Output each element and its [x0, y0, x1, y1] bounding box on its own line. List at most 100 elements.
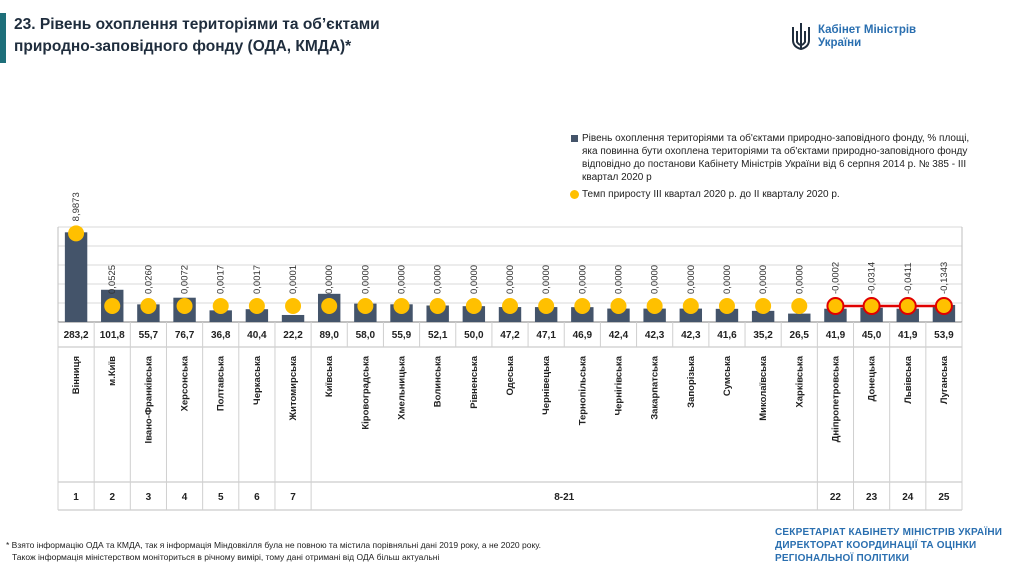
- rank-label-8-21: 8-21: [554, 492, 574, 503]
- category-label-18: Запорізька: [686, 355, 697, 408]
- logo-line-1: Кабінет Міністрів: [818, 24, 917, 36]
- growth-dot-17: [646, 298, 663, 314]
- category-label-24: Львівська: [903, 355, 914, 403]
- growth-label-14: 0,0000: [541, 265, 552, 294]
- growth-label-18: 0,0000: [686, 265, 697, 294]
- title-line-2: природно-заповідного фонду (ОДА, КМДА)*: [14, 38, 352, 55]
- legend-item-bars: Рівень охоплення територіями та об'єктам…: [570, 132, 970, 184]
- growth-label-24: -0,0411: [903, 262, 914, 294]
- bar-value-label-19: 41,6: [717, 330, 737, 341]
- category-label-12: Рівненська: [469, 355, 480, 408]
- category-label-14: Чернівецька: [541, 355, 552, 415]
- bar-value-label-4: 76,7: [175, 330, 195, 341]
- growth-label-1: 8,9873: [71, 192, 82, 221]
- growth-label-3: 0,0260: [143, 265, 154, 294]
- growth-dot-24: [898, 297, 917, 315]
- category-label-4: Херсонська: [180, 355, 191, 411]
- footer-organization: СЕКРЕТАРІАТ КАБІНЕТУ МІНІСТРІВ УКРАЇНИ Д…: [775, 526, 1002, 565]
- bar-value-label-5: 36,8: [211, 330, 231, 341]
- chart-bar-18: [679, 308, 703, 322]
- bar-value-label-25: 53,9: [934, 330, 954, 341]
- footnote: * Взято інформацію ОДА та КМДА, так я ін…: [6, 539, 541, 563]
- rank-label-22: 22: [830, 492, 842, 503]
- chart-bar-6: [245, 309, 269, 322]
- bar-value-label-18: 42,3: [681, 330, 701, 341]
- rank-label-5: 5: [218, 492, 224, 503]
- growth-label-7: 0,0001: [288, 265, 299, 294]
- growth-dot-11: [429, 298, 446, 314]
- bar-value-label-8: 89,0: [319, 330, 339, 341]
- growth-dot-3: [140, 298, 157, 314]
- category-label-7: Житомирська: [288, 355, 299, 421]
- legend-item-dots: Темп приросту ІІІ квартал 2020 р. до ІІ …: [570, 188, 970, 201]
- growth-dot-9: [357, 298, 374, 314]
- legend-dot-swatch: [570, 190, 579, 199]
- growth-label-22: -0,0002: [830, 262, 841, 294]
- category-label-20: Миколаївська: [758, 355, 769, 420]
- footnote-line-2: Також інформація міністерством моніторит…: [12, 552, 440, 562]
- rank-label-1: 1: [73, 492, 79, 503]
- growth-dot-2: [104, 298, 121, 314]
- growth-dot-16: [610, 298, 627, 314]
- growth-label-8: 0,0000: [324, 265, 335, 294]
- chart-bar-19: [715, 308, 739, 322]
- growth-dot-1: [68, 225, 85, 242]
- bar-value-label-6: 40,4: [247, 330, 267, 341]
- growth-dot-5: [212, 298, 229, 314]
- bar-value-label-3: 55,7: [139, 330, 159, 341]
- category-label-5: Полтавська: [216, 355, 227, 411]
- growth-dot-14: [538, 298, 555, 314]
- growth-dot-21: [791, 298, 808, 314]
- growth-dot-6: [248, 298, 265, 314]
- category-label-23: Донецька: [867, 355, 878, 401]
- chart-bar-7: [281, 314, 305, 322]
- rank-label-25: 25: [938, 492, 950, 503]
- footer-org-line-3: РЕГІОНАЛЬНОЇ ПОЛІТИКИ: [775, 553, 910, 564]
- category-label-13: Одеська: [505, 355, 516, 395]
- growth-dot-15: [574, 298, 591, 314]
- growth-dot-20: [755, 298, 772, 314]
- growth-dot-23: [862, 297, 881, 315]
- growth-label-2: 0,0525: [107, 265, 118, 294]
- category-label-3: Івано-Франківська: [143, 355, 154, 443]
- cabinet-logo: Кабінет Міністрів України: [790, 22, 960, 54]
- bar-value-label-2: 101,8: [100, 330, 125, 341]
- category-label-1: Вінниця: [71, 356, 82, 394]
- growth-label-15: 0,0000: [577, 265, 588, 294]
- growth-label-4: 0,0072: [180, 265, 191, 294]
- footer-org-line-2: ДИРЕКТОРАТ КООРДИНАЦІЇ ТА ОЦІНКИ: [775, 540, 977, 551]
- bar-value-label-1: 283,2: [64, 330, 89, 341]
- growth-dot-18: [682, 298, 699, 314]
- growth-label-11: 0,0000: [433, 265, 444, 294]
- bar-value-label-11: 52,1: [428, 330, 448, 341]
- category-label-10: Хмельницька: [397, 355, 408, 420]
- growth-dot-25: [934, 297, 953, 315]
- rank-label-23: 23: [866, 492, 878, 503]
- title-line-1: 23. Рівень охоплення територіями та об’є…: [14, 16, 380, 33]
- growth-label-12: 0,0000: [469, 265, 480, 294]
- bar-value-label-20: 35,2: [753, 330, 773, 341]
- rank-label-6: 6: [254, 492, 260, 503]
- bar-value-label-16: 42,4: [609, 330, 629, 341]
- growth-dot-19: [718, 298, 735, 314]
- category-label-19: Сумська: [722, 355, 733, 396]
- category-label-17: Закарпатська: [650, 355, 661, 420]
- growth-label-20: 0,0000: [758, 265, 769, 294]
- chart-legend: Рівень охоплення територіями та об'єктам…: [570, 132, 970, 205]
- growth-label-9: 0,0000: [360, 265, 371, 294]
- growth-dot-22: [826, 297, 845, 315]
- growth-label-25: -0,1343: [939, 262, 950, 294]
- growth-dot-10: [393, 298, 410, 314]
- legend-bars-label: Рівень охоплення територіями та об'єктам…: [582, 133, 970, 183]
- bar-value-label-22: 41,9: [826, 330, 846, 341]
- bar-value-label-9: 58,0: [356, 330, 376, 341]
- rank-label-24: 24: [902, 492, 914, 503]
- growth-dot-8: [321, 298, 338, 314]
- bar-value-label-21: 26,5: [790, 330, 810, 341]
- footer-org-line-1: СЕКРЕТАРІАТ КАБІНЕТУ МІНІСТРІВ УКРАЇНИ: [775, 527, 1003, 538]
- growth-dot-4: [176, 298, 193, 314]
- category-label-15: Тернопільська: [577, 355, 588, 425]
- bar-value-label-10: 55,9: [392, 330, 412, 341]
- category-label-25: Луганська: [939, 355, 950, 404]
